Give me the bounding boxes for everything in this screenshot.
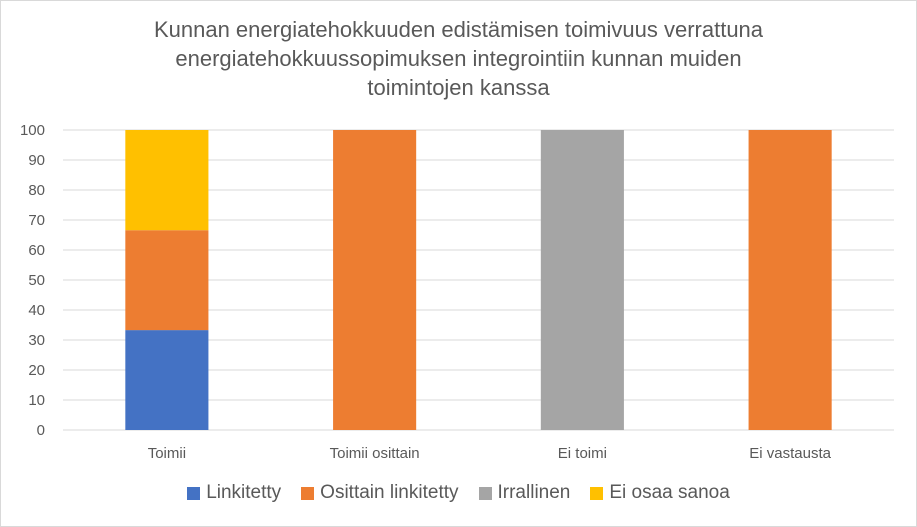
y-tick-label: 50 [28,272,45,289]
x-tick-label: Toimii [148,445,186,462]
legend-swatch [478,486,492,500]
legend-label: Osittain linkitetty [320,482,459,503]
legend-item: Irrallinen [478,482,571,504]
bar-segment [125,230,209,331]
y-tick-label: 60 [28,242,45,259]
y-tick-label: 40 [28,302,45,319]
bar-segment [540,130,624,430]
bar-segment [333,130,417,430]
legend-swatch [590,486,604,500]
chart-title: Kunnan energiatehokkuuden edistämisen to… [1,15,916,102]
chart-title-line-1: Kunnan energiatehokkuuden edistämisen to… [153,17,764,42]
legend-swatch [187,486,201,500]
legend-label: Irrallinen [497,482,571,503]
y-tick-label: 100 [20,122,45,139]
y-tick-label: 80 [28,182,45,199]
legend-item: Linkitetty [187,482,281,504]
y-tick-label: 30 [28,332,45,349]
legend-swatch [301,486,315,500]
legend-label: Ei osaa sanoa [609,482,730,503]
y-tick-label: 70 [28,212,45,229]
legend-item: Ei osaa sanoa [590,482,730,504]
bar-segment [125,330,209,430]
chart-title-line-3: toimintojen kanssa [367,75,550,100]
bar-segment [125,130,209,231]
legend-item: Osittain linkitetty [301,482,459,504]
legend: Linkitetty Osittain linkitetty Irrallinen E… [1,482,916,504]
bar-segment [748,130,832,430]
y-tick-label: 0 [37,422,45,439]
y-tick-label: 20 [28,362,45,379]
chart-title-line-2: energiatehokkuussopimuksen integrointiin… [175,46,742,71]
y-tick-label: 90 [28,152,45,169]
x-tick-label: Ei toimi [558,445,607,462]
legend-label: Linkitetty [206,482,282,503]
x-tick-label: Toimii osittain [330,445,420,462]
x-tick-label: Ei vastausta [749,445,831,462]
y-tick-label: 10 [28,392,45,409]
